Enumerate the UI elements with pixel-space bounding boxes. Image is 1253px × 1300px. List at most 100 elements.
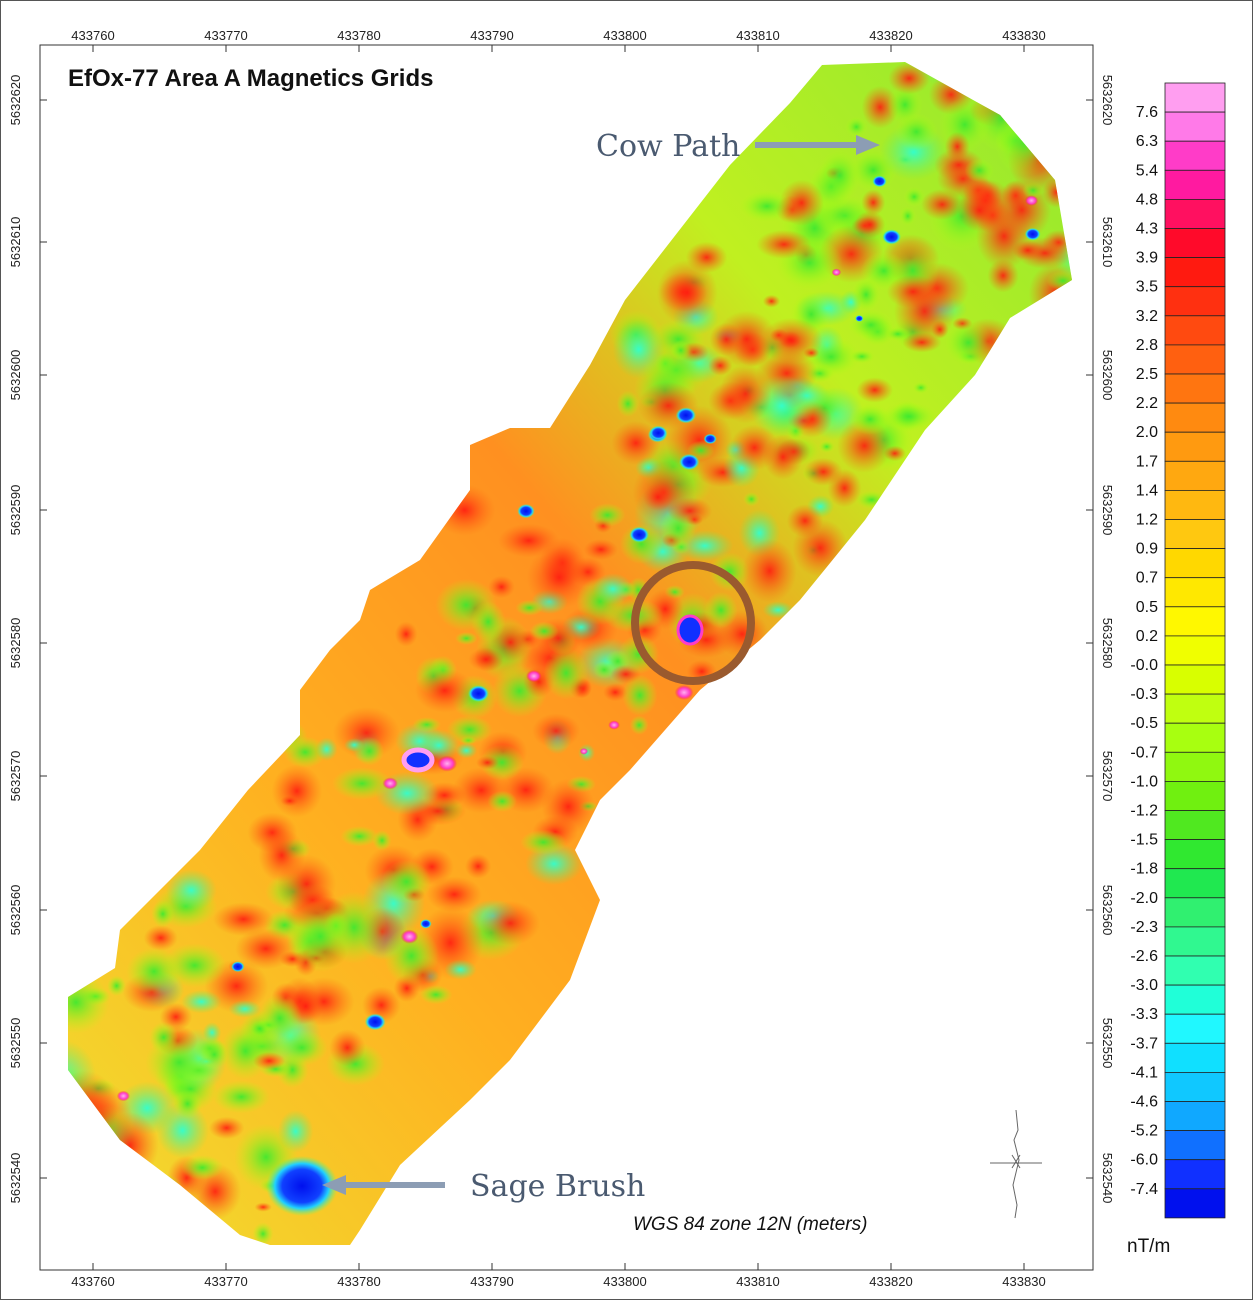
- legend-swatch: [1164, 664, 1226, 695]
- sage-brush-anomaly: [266, 1156, 338, 1216]
- legend-label: 1.2: [1136, 512, 1158, 529]
- anomaly-blob: [532, 713, 581, 749]
- annotation-arrows: [322, 135, 880, 1195]
- northing-label-left: 5632560: [8, 885, 23, 936]
- legend-label: 1.7: [1136, 453, 1158, 470]
- anomaly-blob: [208, 1116, 245, 1140]
- anomaly-blob: [235, 928, 297, 970]
- legend-swatch: [1164, 955, 1226, 986]
- axis-ticks: 433760 433760 433770 433770 433780 433780 4337…: [8, 28, 1115, 1289]
- anomaly-blob: [181, 1155, 224, 1181]
- anomaly-spot: [1092, 59, 1109, 72]
- legend-label: -0.3: [1130, 686, 1158, 703]
- legend-swatch: [1164, 868, 1226, 899]
- easting-label-bottom: 433820: [869, 1274, 912, 1289]
- anomaly-blob: [760, 317, 823, 364]
- northing-label-right: 5632600: [1100, 350, 1115, 401]
- sage-brush-label: Sage Brush: [470, 1169, 645, 1204]
- anomaly-spot: [382, 777, 398, 790]
- anomaly-blob: [944, 131, 970, 162]
- anomaly-blob: [253, 1052, 286, 1070]
- legend-swatch: [1164, 1101, 1226, 1132]
- northing-label-right: 5632560: [1100, 885, 1115, 936]
- anomaly-blob: [258, 828, 306, 883]
- easting-label-bottom: 433760: [71, 1274, 114, 1289]
- legend-label: 0.5: [1136, 599, 1158, 616]
- legend-label: -4.6: [1130, 1094, 1158, 1111]
- northing-label-right: 5632550: [1100, 1018, 1115, 1069]
- legend-label: -4.1: [1130, 1064, 1158, 1081]
- anomaly-blob: [885, 327, 911, 341]
- easting-label-top: 433760: [71, 28, 114, 43]
- legend-swatch: [1164, 810, 1226, 841]
- anomaly-blob: [165, 869, 217, 911]
- anomaly-blob: [616, 390, 640, 417]
- anomaly-blob: [68, 971, 110, 1034]
- easting-label-top: 433770: [204, 28, 247, 43]
- legend-swatch: [1164, 431, 1226, 462]
- anomaly-blob: [475, 755, 499, 770]
- anomaly-spot: [526, 670, 542, 683]
- anomaly-blob: [446, 715, 493, 744]
- legend-swatch: [1164, 140, 1226, 171]
- anomaly-blob: [543, 646, 589, 700]
- northing-label-left: 5632550: [8, 1018, 23, 1069]
- legend-label: 0.9: [1136, 541, 1158, 558]
- anomaly-blob: [903, 187, 925, 207]
- anomaly-blob: [143, 925, 178, 951]
- anomaly-blob: [583, 539, 619, 560]
- anomaly-spot: [517, 504, 535, 519]
- anomaly-blob: [419, 985, 453, 1005]
- legend-swatch: [1164, 315, 1226, 346]
- anomaly-blob: [173, 1088, 202, 1119]
- anomaly-blob: [739, 190, 795, 222]
- legend-swatch: [1164, 1188, 1226, 1219]
- anomaly-spot: [649, 425, 668, 441]
- anomaly-spot: [831, 268, 842, 277]
- anomaly-blob: [107, 975, 127, 997]
- anomaly-blob: [894, 113, 938, 151]
- northing-label-right: 5632570: [1100, 751, 1115, 802]
- color-legend: 7.6 6.3 5.4 4.8 4.3 3.9 3.5 3.2 2.8 2.5 2.2 2.0 1.7 1…: [1130, 82, 1226, 1219]
- anomaly-blob: [520, 829, 567, 855]
- anomaly-blob: [381, 859, 432, 904]
- northing-label-left: 5632600: [8, 350, 23, 401]
- anomaly-blob: [827, 468, 862, 508]
- anomaly-blob: [151, 900, 175, 928]
- anomaly-blob: [964, 158, 995, 183]
- anomaly-blob: [888, 62, 930, 95]
- anomaly-blob: [762, 294, 781, 308]
- anomaly-blob: [110, 1271, 168, 1300]
- anomaly-blob: [126, 947, 182, 996]
- anomaly-blob: [329, 1029, 366, 1067]
- anomaly-blob: [861, 189, 886, 216]
- anomaly-blob: [487, 790, 517, 812]
- anomaly-spot: [629, 526, 650, 543]
- legend-swatch: [1164, 111, 1226, 142]
- anomaly-blob: [212, 902, 274, 937]
- legend-swatch: [1164, 460, 1226, 491]
- legend-swatch: [1164, 169, 1226, 200]
- anomaly-blob: [987, 258, 1019, 293]
- anomaly-blob: [709, 322, 744, 357]
- legend-label: 0.2: [1136, 628, 1158, 645]
- legend-swatch: [1164, 1159, 1226, 1190]
- legend-swatch: [1164, 489, 1226, 520]
- legend-unit: nT/m: [1127, 1236, 1170, 1257]
- legend-swatch: [1164, 373, 1226, 404]
- anomaly-blob: [464, 853, 492, 879]
- anomaly-spot: [855, 315, 864, 322]
- legend-label: -2.3: [1130, 919, 1158, 936]
- anomaly-blob: [488, 575, 515, 599]
- easting-label-bottom: 433770: [204, 1274, 247, 1289]
- easting-label-bottom: 433790: [470, 1274, 513, 1289]
- legend-swatch: [1164, 519, 1226, 550]
- anomaly-blob: [541, 778, 595, 835]
- anomaly-blob: [277, 1110, 314, 1153]
- anomaly-blob: [743, 492, 760, 507]
- anomaly-blob: [529, 621, 559, 641]
- legend-swatch: [1164, 286, 1226, 317]
- legend-label: -2.6: [1130, 948, 1158, 965]
- anomaly-blob: [283, 736, 327, 768]
